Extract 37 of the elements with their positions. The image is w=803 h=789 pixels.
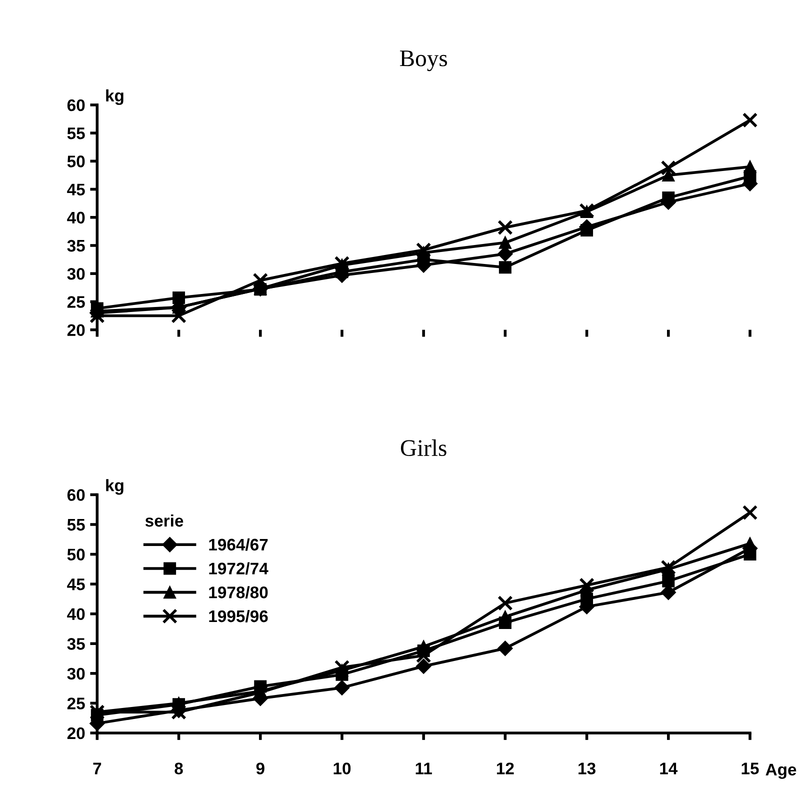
y-tick-label: 40 (67, 212, 85, 224)
x-tick-label: 10 (334, 762, 351, 774)
y-tick-label: 55 (67, 519, 85, 531)
legend-label: 1995/96 (209, 610, 268, 622)
y-tick-label: 45 (67, 578, 85, 590)
y-tick-label: 25 (67, 698, 85, 710)
y-tick-label: 60 (67, 489, 85, 501)
y-tick-label: 20 (67, 324, 85, 336)
chart-title: Boys (400, 50, 447, 72)
x-tick-label: 7 (93, 762, 102, 774)
y-tick-label: 20 (67, 727, 85, 740)
y-tick-label: 35 (67, 638, 85, 650)
y-tick-label: 40 (67, 608, 85, 620)
y-axis-title: kg (106, 89, 124, 105)
y-tick-label: 45 (67, 184, 85, 196)
x-tick-label: 11 (416, 762, 432, 774)
y-tick-label: 55 (67, 128, 85, 140)
x-axis-title: Age (766, 764, 796, 779)
x-tick-label: 13 (578, 762, 596, 774)
y-tick-label: 50 (67, 156, 85, 168)
y-tick-label: 35 (67, 240, 85, 252)
x-tick-label: 14 (660, 762, 678, 774)
legend-title: serie (145, 514, 184, 527)
x-tick-label: 9 (256, 762, 264, 774)
legend-label: 1978/80 (209, 586, 268, 598)
chart-title: Girls (400, 439, 446, 456)
legend-label: 1964/67 (209, 538, 268, 551)
x-tick-label: 15 (742, 762, 759, 774)
y-tick-label: 30 (67, 668, 85, 680)
x-tick-label: 12 (496, 762, 514, 774)
legend-label: 1972/74 (209, 562, 268, 575)
y-tick-label: 30 (67, 268, 85, 280)
y-axis-title: kg (106, 479, 124, 495)
y-tick-label: 50 (67, 548, 85, 560)
y-tick-label: 25 (67, 296, 85, 308)
y-tick-label: 60 (67, 99, 85, 112)
x-tick-label: 8 (174, 762, 183, 774)
